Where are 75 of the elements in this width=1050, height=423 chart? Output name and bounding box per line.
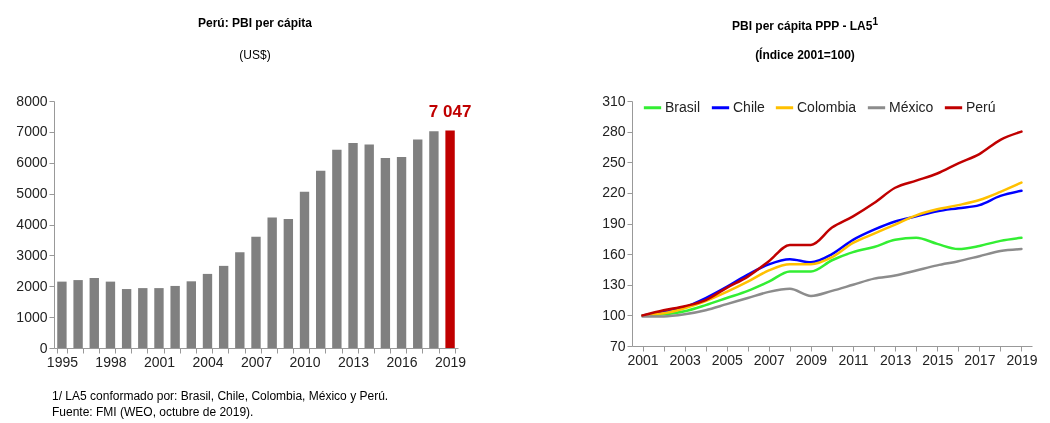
bar: [89, 277, 99, 348]
y-tick-label: 220: [602, 184, 626, 201]
bar: [445, 130, 455, 348]
y-tick-label: 0: [39, 339, 48, 356]
legend-label: México: [889, 98, 934, 115]
data-label: 7 047: [428, 102, 472, 122]
legend-label: Chile: [733, 98, 766, 115]
bar: [332, 149, 342, 348]
bar: [138, 288, 148, 348]
bar: [380, 158, 391, 348]
y-tick-label: 3000: [16, 246, 48, 263]
y-tick-label: 70: [609, 337, 626, 354]
bar: [299, 191, 310, 348]
y-tick-label: 8000: [16, 92, 48, 109]
x-tick-label: 2016: [386, 353, 418, 370]
chart-subtitle: (US$): [238, 48, 272, 62]
legend-label: Perú: [966, 98, 996, 115]
y-tick-label: 6000: [16, 154, 48, 171]
x-tick-label: 2009: [795, 351, 828, 368]
x-tick-label: 2017: [964, 351, 996, 368]
source-note: Fuente: FMI (WEO, octubre de 2019).: [52, 405, 254, 419]
legend-label: Colombia: [797, 98, 857, 115]
x-tick-label: 2003: [669, 351, 701, 368]
bar: [105, 281, 116, 348]
bar: [283, 218, 294, 348]
x-tick-label: 2011: [838, 351, 869, 368]
legend-label: Brasil: [665, 98, 701, 115]
bar: [186, 281, 196, 348]
x-tick-label: 1995: [46, 353, 79, 370]
bar: [413, 139, 423, 348]
y-tick-label: 160: [602, 245, 626, 262]
y-tick-label: 2000: [16, 277, 48, 294]
x-tick-label: 1998: [95, 353, 127, 370]
bar: [316, 170, 326, 348]
bar: [202, 273, 213, 348]
bar: [348, 142, 358, 348]
text: 1/ LA5 conformado por: Brasil, Chile, Colombia, México y Perú.: [52, 389, 389, 403]
bar: [57, 281, 67, 348]
y-tick-label: 310: [602, 92, 626, 109]
chart-subtitle: (Índice 2001=100): [754, 48, 856, 62]
x-tick-label: 2001: [143, 353, 176, 370]
x-tick-label: 2005: [711, 351, 744, 368]
y-tick-label: 4000: [16, 216, 48, 232]
y-tick-label: 250: [602, 153, 626, 170]
x-tick-label: 2013: [337, 353, 370, 370]
bar: [170, 285, 180, 348]
bar: [267, 217, 277, 348]
x-tick-label: 2010: [289, 353, 321, 370]
bar: [429, 131, 439, 348]
y-tick-label: 100: [602, 306, 626, 323]
x-tick-label: 2004: [192, 353, 224, 370]
y-tick-label: 280: [602, 123, 626, 140]
x-tick-label: 2013: [880, 351, 912, 368]
y-tick-label: 1000: [16, 308, 48, 325]
x-tick-label: 2015: [922, 351, 954, 368]
y-tick-label: 130: [602, 276, 626, 293]
line-series: [641, 130, 1023, 317]
chart-title: Perú: PBI per cápita: [196, 16, 313, 30]
bar: [235, 252, 245, 348]
bar: [121, 289, 132, 348]
x-tick-label: 2007: [240, 353, 273, 370]
x-tick-label: 2001: [627, 351, 659, 368]
bar: [218, 265, 229, 348]
chart-title: PBI per cápita PPP - LA5$^{1}$: [730, 16, 880, 33]
bar: [251, 236, 261, 348]
bar: [73, 280, 83, 348]
x-tick-label: 2019: [435, 353, 467, 370]
x-tick-label: 2007: [753, 351, 786, 368]
bar: [364, 144, 374, 348]
x-tick-label: 2019: [1006, 351, 1038, 368]
bar: [154, 288, 164, 348]
bar: [396, 156, 407, 348]
y-tick-label: 5000: [16, 185, 48, 202]
y-tick-label: 190: [602, 215, 626, 231]
y-tick-label: 7000: [16, 123, 48, 140]
